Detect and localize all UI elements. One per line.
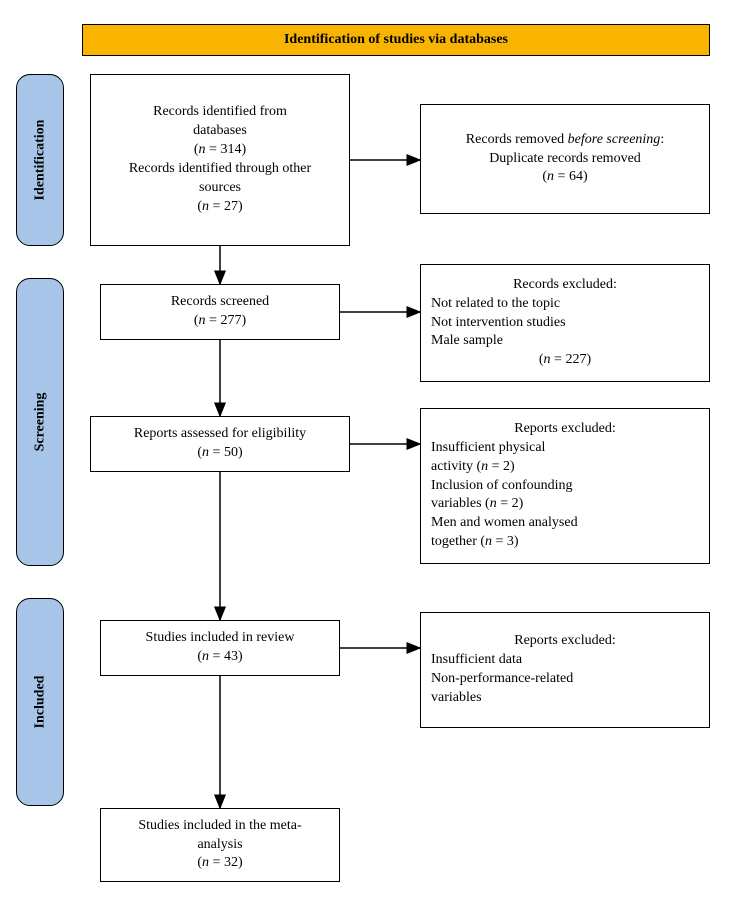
box-line: (n = 43) [197,648,242,667]
box-line: Studies included in the meta- [138,817,301,836]
box-line: Non-performance-related [431,670,573,689]
box-line: (n = 64) [542,168,587,187]
box-line: Studies included in review [146,629,295,648]
phase-included: Included [16,598,64,806]
box-b1: Records identified fromdatabases(n = 314… [90,74,350,246]
box-line: variables [431,689,482,708]
box-line: Duplicate records removed [489,150,641,169]
phase-label: Screening [32,393,48,452]
box-line: Reports excluded: [514,632,615,651]
box-b2: Records removed before screening:Duplica… [420,104,710,214]
box-line: together (n = 3) [431,533,519,552]
box-line: (n = 50) [197,444,242,463]
box-line: Records removed before screening: [466,131,664,150]
box-line: Not related to the topic [431,295,560,314]
box-line: Records screened [171,293,269,312]
box-b4: Records excluded:Not related to the topi… [420,264,710,382]
box-line: Insufficient physical [431,439,545,458]
box-line: Insufficient data [431,651,522,670]
box-line: (n = 227) [539,351,591,370]
header-bar: Identification of studies via databases [82,24,710,56]
box-line: Reports assessed for eligibility [134,425,306,444]
box-line: Men and women analysed [431,514,578,533]
box-line: (n = 277) [194,312,246,331]
box-line: Male sample [431,332,503,351]
phase-screening: Screening [16,278,64,566]
header-title: Identification of studies via databases [284,32,508,48]
box-b9: Studies included in the meta-analysis(n … [100,808,340,882]
box-line: Records excluded: [513,276,617,295]
box-line: Records identified from [153,103,287,122]
box-b3: Records screened(n = 277) [100,284,340,340]
box-line: (n = 27) [197,198,242,217]
box-line: databases [193,122,247,141]
phase-identification: Identification [16,74,64,246]
phase-label: Identification [32,120,48,201]
box-line: sources [199,179,241,198]
box-line: variables (n = 2) [431,495,523,514]
box-b7: Studies included in review(n = 43) [100,620,340,676]
box-line: Reports excluded: [514,420,615,439]
box-line: analysis [197,836,242,855]
box-line: Not intervention studies [431,314,566,333]
box-b6: Reports excluded:Insufficient physicalac… [420,408,710,564]
box-b5: Reports assessed for eligibility(n = 50) [90,416,350,472]
box-line: activity (n = 2) [431,458,515,477]
box-b8: Reports excluded:Insufficient dataNon-pe… [420,612,710,728]
box-line: Inclusion of confounding [431,477,573,496]
phase-label: Included [32,676,48,729]
box-line: (n = 314) [194,141,246,160]
box-line: Records identified through other [129,160,311,179]
box-line: (n = 32) [197,854,242,873]
